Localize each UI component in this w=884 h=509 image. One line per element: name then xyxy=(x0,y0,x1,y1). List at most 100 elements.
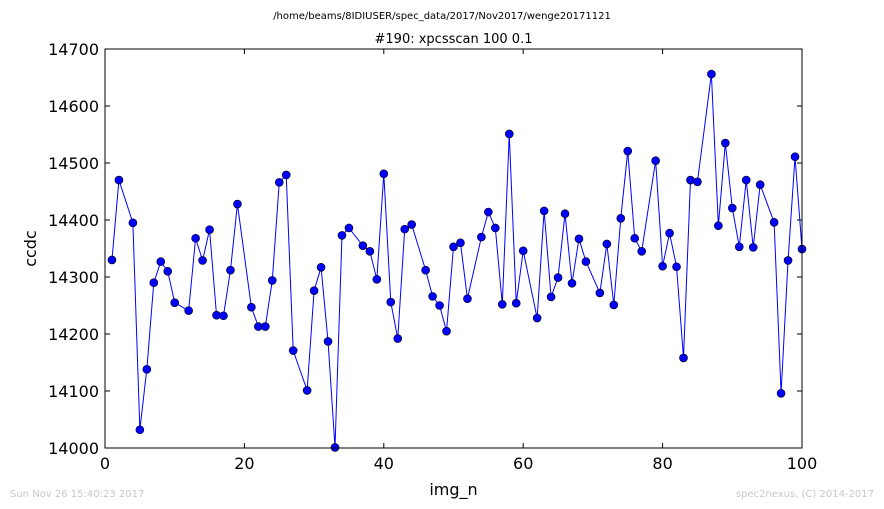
data-point xyxy=(198,256,207,265)
data-point xyxy=(790,152,800,162)
data-point xyxy=(358,241,368,250)
data-point xyxy=(344,223,354,233)
y-tick-label: 14100 xyxy=(48,382,99,401)
data-point xyxy=(281,170,291,180)
plot-area: 0 20 40 60 80 100 14000 14100 14200 14300 14400 145… xyxy=(48,40,817,473)
data-point xyxy=(616,213,626,223)
data-point xyxy=(365,247,375,256)
data-point xyxy=(574,234,584,244)
axes-frame xyxy=(104,48,803,449)
data-point xyxy=(191,233,200,243)
data-point xyxy=(316,263,326,272)
data-point xyxy=(707,69,716,79)
data-point xyxy=(442,326,451,336)
data-point xyxy=(637,247,646,256)
data-point xyxy=(721,138,730,148)
data-point xyxy=(219,311,228,321)
data-point xyxy=(741,175,751,185)
data-point xyxy=(686,175,695,185)
data-point xyxy=(776,388,786,398)
data-point xyxy=(504,129,514,139)
x-tick-label: 40 xyxy=(374,454,394,473)
data-point xyxy=(226,265,235,275)
data-point xyxy=(149,278,159,288)
data-point xyxy=(693,177,702,187)
data-point xyxy=(261,322,270,331)
data-point xyxy=(142,365,152,374)
data-point xyxy=(302,386,312,395)
data-point xyxy=(553,273,563,282)
data-point xyxy=(393,334,403,343)
data-point xyxy=(518,246,528,256)
data-point xyxy=(233,199,242,209)
data-point xyxy=(400,224,410,234)
data-point xyxy=(755,180,765,189)
data-point xyxy=(532,313,542,323)
file-path: /home/beams/8IDIUSER/spec_data/2017/Nov2… xyxy=(273,11,611,22)
data-point xyxy=(748,243,758,252)
data-point xyxy=(184,306,193,315)
x-tick-label: 20 xyxy=(234,454,254,473)
data-point xyxy=(595,288,605,298)
x-tick-label: 60 xyxy=(513,454,533,473)
data-point xyxy=(651,156,660,166)
x-tick-label: 80 xyxy=(652,454,672,473)
y-tick-label: 14300 xyxy=(48,268,99,287)
y-tick-label: 14500 xyxy=(48,154,99,173)
x-tick-label: 0 xyxy=(100,454,110,473)
data-point xyxy=(491,223,500,233)
data-point xyxy=(567,278,577,288)
data-point xyxy=(247,302,256,312)
data-point xyxy=(511,298,521,308)
data-point xyxy=(421,265,430,275)
data-point xyxy=(156,257,166,266)
data-point xyxy=(679,353,688,363)
y-tick-label: 14200 xyxy=(48,325,99,344)
x-axis-label: img_n xyxy=(429,480,477,500)
data-point xyxy=(114,175,124,185)
data-point xyxy=(205,225,214,234)
data-point xyxy=(769,217,779,227)
data-point xyxy=(386,297,396,307)
data-point xyxy=(714,221,723,230)
data-point xyxy=(288,346,298,355)
data-point xyxy=(581,257,591,266)
series-line xyxy=(111,74,803,448)
data-point xyxy=(665,228,674,238)
footer-timestamp: Sun Nov 26 15:40:23 2017 xyxy=(10,489,145,500)
data-point xyxy=(274,178,284,187)
y-tick-label: 14700 xyxy=(48,40,99,59)
data-point xyxy=(309,286,319,295)
data-point xyxy=(623,146,633,156)
data-point xyxy=(539,206,549,216)
data-point xyxy=(560,209,570,219)
data-point xyxy=(128,218,138,228)
chart-title: #190: xpcsscan 100 0.1 xyxy=(375,32,533,47)
data-point xyxy=(170,298,179,307)
data-point xyxy=(672,262,681,272)
data-point xyxy=(463,294,472,303)
data-point xyxy=(602,239,612,249)
footer-credit: spec2nexus, (C) 2014-2017 xyxy=(735,489,874,500)
data-point xyxy=(727,203,737,213)
data-point xyxy=(337,231,347,240)
data-point xyxy=(497,300,507,309)
data-point xyxy=(734,242,744,252)
data-point xyxy=(609,300,619,310)
y-tick-label: 14600 xyxy=(48,97,99,116)
y-tick-label: 14000 xyxy=(48,439,99,458)
data-point xyxy=(658,261,667,271)
data-point xyxy=(267,276,277,285)
data-point xyxy=(456,238,465,248)
data-point xyxy=(135,425,145,435)
y-axis-label: ccdc xyxy=(21,230,40,267)
data-point xyxy=(107,255,117,265)
data-point xyxy=(477,232,486,242)
data-point xyxy=(428,292,437,301)
data-point xyxy=(449,242,458,252)
data-point xyxy=(379,169,389,179)
data-point xyxy=(783,256,793,265)
data-point xyxy=(546,292,556,302)
data-point xyxy=(372,274,382,284)
data-point xyxy=(323,337,333,346)
